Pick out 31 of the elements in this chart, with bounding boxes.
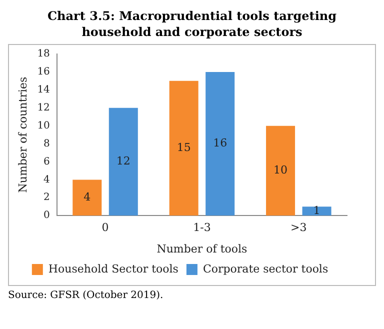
data-label: 12 [116,154,130,168]
legend-label: Household Sector tools [48,262,179,276]
x-tick-label: >3 [290,221,307,234]
y-tick-label: 4 [44,174,50,186]
bar [169,80,198,216]
chart-title: Chart 3.5: Macroprudential tools targeting household and corporate sectors [46,8,338,40]
data-label: 16 [213,136,228,150]
y-tick-label: 8 [44,138,50,150]
y-tick-label: 18 [37,48,50,60]
x-tick-label: 1-3 [193,221,211,234]
y-tick-label: 14 [37,84,50,96]
y-tick-label: 2 [44,192,50,204]
y-tick-label: 16 [37,66,50,78]
y-tick-label: 0 [44,210,50,222]
bar [206,72,235,216]
data-label: 4 [84,190,91,204]
y-tick-label: 12 [37,102,50,114]
y-tick-label: 10 [37,120,50,132]
x-axis-title: Number of tools [156,242,248,256]
data-label: 15 [176,141,191,154]
bar [302,206,332,216]
y-tick-label: 6 [44,156,50,168]
bar [108,108,138,216]
bar [266,126,296,216]
legend-label: Corporate sector tools [202,262,328,276]
x-tick-label: 0 [102,221,109,234]
source-note: Source: GFSR (October 2019). [8,290,164,301]
y-axis-title: Number of countries [16,76,30,193]
data-label: 10 [274,164,288,177]
bar [72,180,102,216]
data-label: 1 [313,204,320,217]
